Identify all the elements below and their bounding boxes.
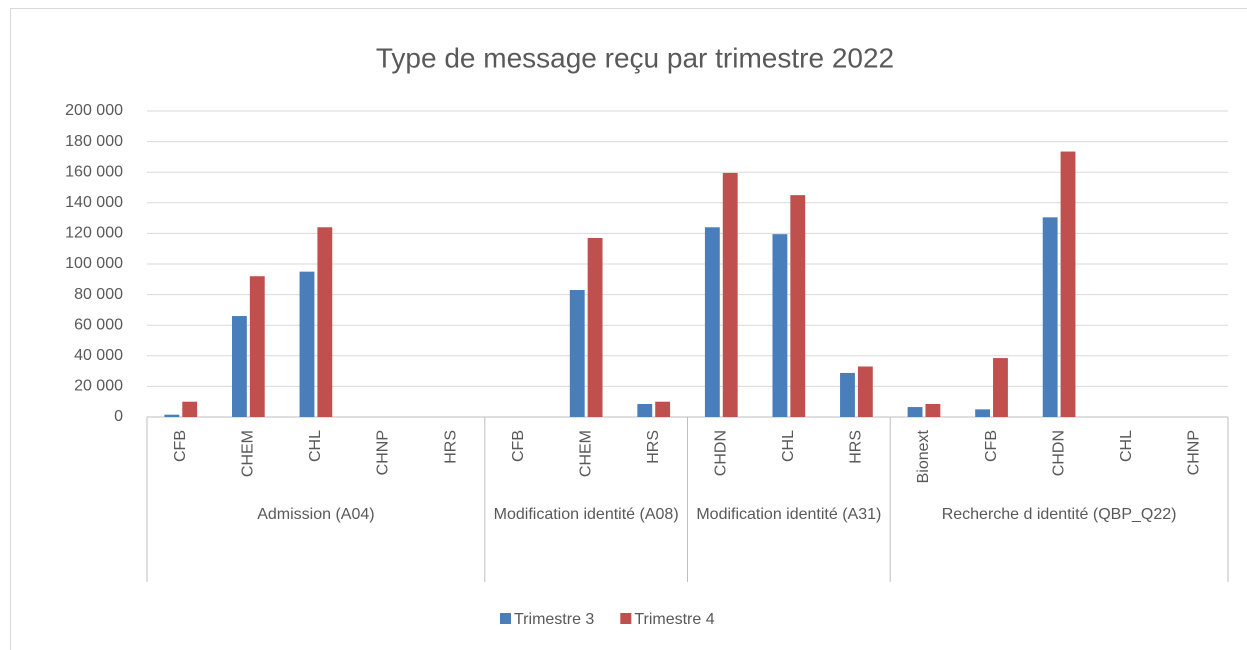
x-tick-label: HRS: [645, 430, 662, 464]
bar: [587, 237, 603, 417]
bar: [857, 366, 873, 417]
y-tick-label: 60 000: [74, 316, 123, 333]
x-tick-label: CFB: [510, 430, 527, 462]
x-tick-label: Bionext: [915, 429, 932, 483]
bar: [925, 403, 941, 417]
x-tick-label: CHDN: [1050, 430, 1067, 476]
x-tick-label: HRS: [442, 430, 459, 464]
group-label: Modification identité (A08): [494, 506, 679, 523]
y-tick-label: 140 000: [65, 194, 123, 211]
legend-label: Trimestre 4: [634, 611, 714, 628]
x-tick-label: CHL: [1118, 430, 1135, 462]
bar: [907, 407, 923, 417]
chart-title: Type de message reçu par trimestre 2022: [376, 42, 894, 73]
bar: [840, 372, 855, 417]
y-tick-label: 160 000: [65, 163, 123, 180]
x-tick-label: HRS: [848, 430, 865, 464]
y-tick-label: 180 000: [65, 133, 123, 150]
y-tick-label: 20 000: [74, 378, 123, 395]
bar: [790, 195, 806, 417]
bar: [993, 358, 1008, 417]
bar: [1060, 151, 1076, 418]
y-tick-label: 100 000: [65, 255, 123, 272]
bar: [704, 227, 720, 417]
x-tick-label: CHNP: [1185, 430, 1202, 475]
bar: [182, 401, 198, 417]
x-tick-label: CFB: [172, 430, 189, 462]
x-tick-label: CHEM: [240, 430, 257, 477]
bar: [772, 234, 788, 417]
legend-label: Trimestre 3: [514, 611, 594, 628]
y-tick-label: 0: [114, 408, 123, 425]
x-tick-label: CHDN: [713, 430, 730, 476]
y-tick-label: 40 000: [74, 347, 123, 364]
bar: [299, 271, 315, 417]
chart-border: [10, 8, 1247, 650]
bar: [655, 401, 671, 417]
bar: [637, 403, 653, 417]
bar: [164, 414, 180, 417]
x-tick-label: CHEM: [577, 430, 594, 477]
x-tick-label: CHL: [780, 430, 797, 462]
group-label: Modification identité (A31): [696, 506, 881, 523]
group-label: Admission (A04): [257, 506, 374, 523]
y-tick-label: 200 000: [65, 102, 123, 119]
x-tick-label: CHNP: [375, 430, 392, 475]
bar: [231, 316, 247, 417]
bar: [1042, 217, 1058, 417]
y-tick-label: 80 000: [74, 286, 123, 303]
x-tick-label: CHL: [307, 430, 324, 462]
bar: [569, 290, 585, 417]
x-tick-label: CFB: [983, 430, 1000, 462]
legend-swatch: [500, 613, 511, 624]
bar: [317, 227, 333, 417]
bar: [249, 276, 265, 417]
bar: [975, 409, 991, 417]
y-tick-label: 120 000: [65, 225, 123, 242]
group-label: Recherche d identité (QBP_Q22): [942, 506, 1177, 523]
bar: [722, 172, 738, 417]
legend-swatch: [620, 613, 632, 624]
